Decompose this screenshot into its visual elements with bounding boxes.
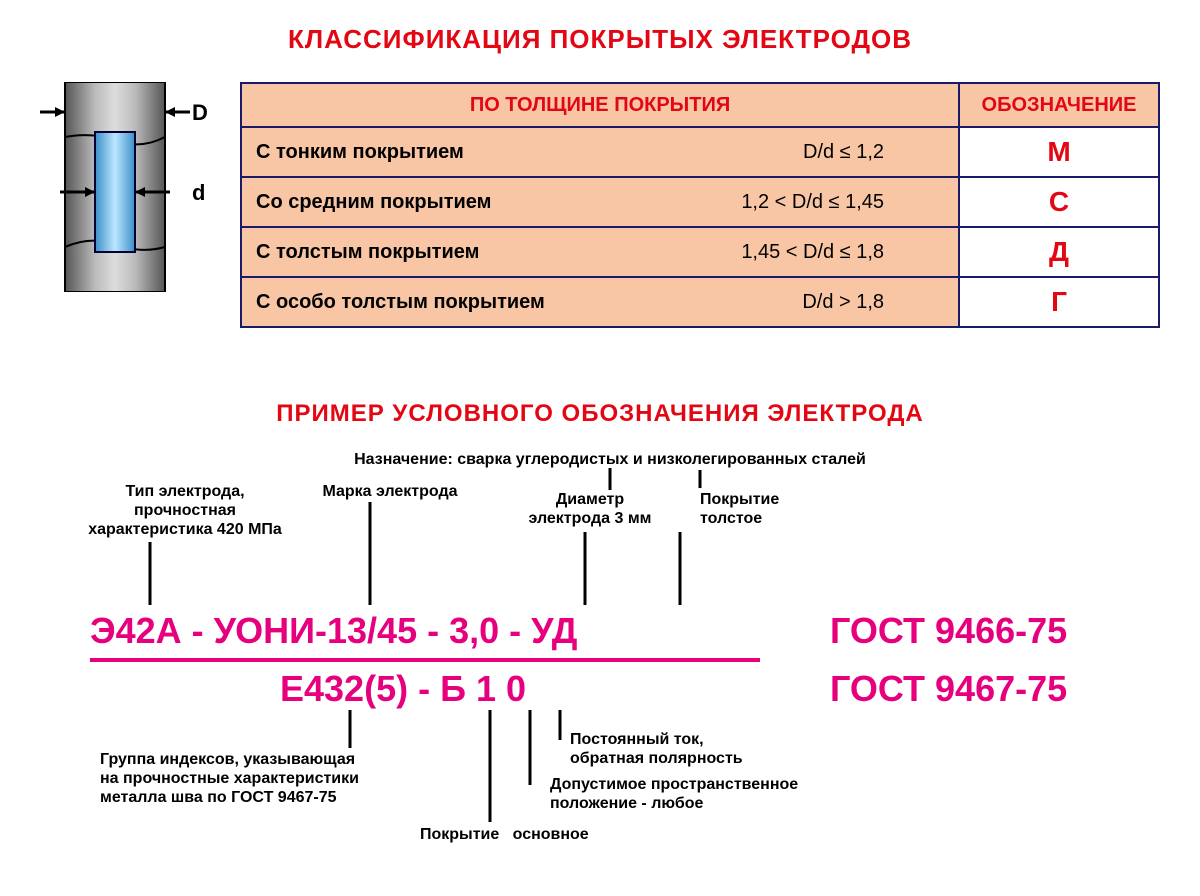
table-row: Со средним покрытием 1,2 < D/d ≤ 1,45 С [241, 177, 1159, 227]
th-designation: ОБОЗНАЧЕНИЕ [959, 83, 1159, 127]
main-title: КЛАССИФИКАЦИЯ ПОКРЫТЫХ ЭЛЕКТРОДОВ [0, 24, 1200, 55]
lbl-pokr-t: Покрытие толстое [700, 490, 779, 528]
table-row: С толстым покрытием 1,45 < D/d ≤ 1,8 Д [241, 227, 1159, 277]
electrode-cross-section: D d [40, 82, 210, 292]
electrode-svg [40, 82, 210, 292]
row0-ratio: D/d ≤ 1,2 [803, 141, 884, 164]
lbl-post-tok: Постоянный ток, обратная полярность [570, 730, 743, 768]
row2-ratio: 1,45 < D/d ≤ 1,8 [741, 241, 884, 264]
row3-text: С особо толстым покрытием [256, 291, 545, 313]
row0-desig: М [959, 127, 1159, 177]
lbl-tip: Тип электрода, прочностная характеристик… [70, 482, 300, 540]
row1-text: Со средним покрытием [256, 191, 491, 213]
fraction-line [90, 658, 760, 662]
gost-2: ГОСТ 9467-75 [830, 668, 1067, 710]
label-d: d [192, 180, 205, 206]
th-thickness: ПО ТОЛЩИНЕ ПОКРЫТИЯ [241, 83, 959, 127]
row0-text: С тонким покрытием [256, 141, 464, 163]
row1-desig: С [959, 177, 1159, 227]
lbl-gruppa: Группа индексов, указывающая на прочност… [100, 750, 359, 808]
label-D: D [192, 100, 208, 126]
lbl-pokr-o: Покрытие основное [420, 825, 589, 844]
row2-text: С толстым покрытием [256, 241, 479, 263]
designation-diagram: Э42А - УОНИ-13/45 - 3,0 - УД Е432(5) - Б… [40, 440, 1160, 860]
formula-top: Э42А - УОНИ-13/45 - 3,0 - УД [90, 610, 577, 652]
classification-table: ПО ТОЛЩИНЕ ПОКРЫТИЯ ОБОЗНАЧЕНИЕ С тонким… [240, 82, 1160, 328]
row3-desig: Г [959, 277, 1159, 327]
formula-bottom: Е432(5) - Б 1 0 [280, 668, 526, 710]
lbl-dopust: Допустимое пространственное положение - … [550, 775, 798, 813]
gost-1: ГОСТ 9466-75 [830, 610, 1067, 652]
table-row: С особо толстым покрытием D/d > 1,8 Г [241, 277, 1159, 327]
table-row: С тонким покрытием D/d ≤ 1,2 М [241, 127, 1159, 177]
lbl-marka: Марка электрода [300, 482, 480, 501]
sub-title: ПРИМЕР УСЛОВНОГО ОБОЗНАЧЕНИЯ ЭЛЕКТРОДА [0, 400, 1200, 428]
row3-ratio: D/d > 1,8 [802, 291, 884, 314]
lbl-diam: Диаметр электрода 3 мм [510, 490, 670, 528]
row2-desig: Д [959, 227, 1159, 277]
row1-ratio: 1,2 < D/d ≤ 1,45 [741, 191, 884, 214]
lbl-naznach: Назначение: сварка углеродистых и низкол… [330, 450, 890, 469]
